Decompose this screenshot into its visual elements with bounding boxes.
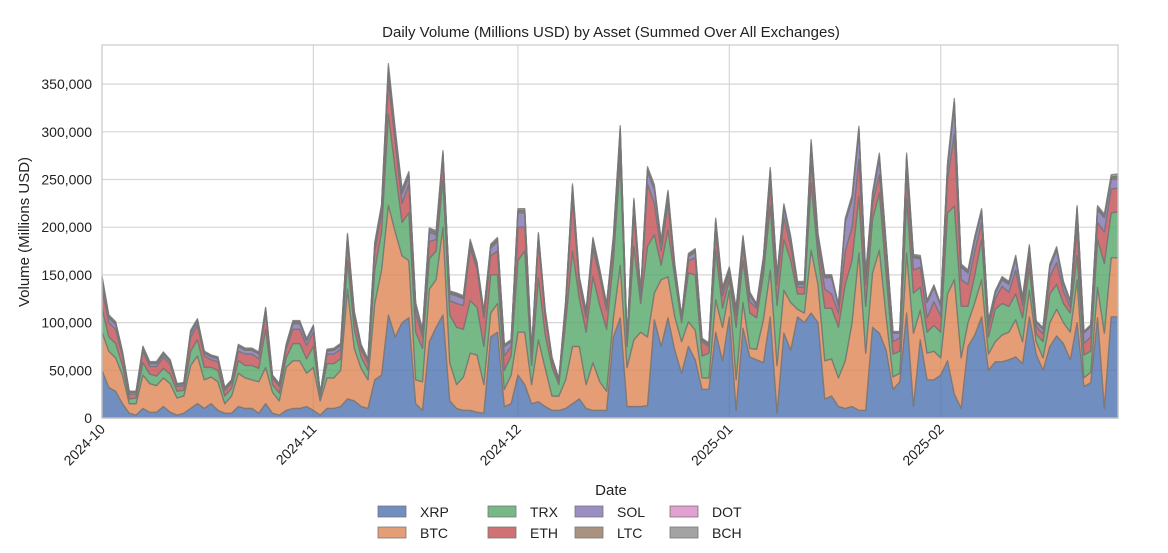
legend-swatch bbox=[574, 505, 604, 518]
y-tick-label: 250,000 bbox=[41, 172, 92, 188]
legend-item-ltc: LTC bbox=[574, 525, 642, 541]
legend-item-bch: BCH bbox=[669, 525, 742, 541]
y-tick-label: 100,000 bbox=[41, 315, 92, 331]
legend-item-btc: BTC bbox=[377, 525, 448, 541]
legend-item-xrp: XRP bbox=[377, 504, 449, 520]
y-tick-label: 0 bbox=[84, 410, 92, 426]
legend-label: ETH bbox=[530, 525, 558, 541]
plot-frame bbox=[101, 44, 1119, 419]
legend-swatch bbox=[377, 505, 407, 518]
legend-label: DOT bbox=[712, 504, 742, 520]
y-axis-label: Volume (Millions USD) bbox=[16, 157, 33, 307]
x-axis-label: Date bbox=[595, 482, 627, 499]
legend-label: LTC bbox=[617, 525, 642, 541]
legend-swatch bbox=[669, 505, 699, 518]
legend-label: XRP bbox=[420, 504, 449, 520]
legend-label: BTC bbox=[420, 525, 448, 541]
legend-swatch bbox=[487, 505, 517, 518]
y-tick-labels: 0 50,000 100,000 150,000 200,000 250,000 300,0… bbox=[41, 76, 92, 426]
legend-item-trx: TRX bbox=[487, 504, 559, 520]
legend-swatch bbox=[669, 526, 699, 539]
legend: XRP BTC TRX ETH SOL LTC DOT BCH bbox=[377, 504, 742, 541]
legend-item-dot: DOT bbox=[669, 504, 742, 520]
legend-label: SOL bbox=[617, 504, 645, 520]
legend-swatch bbox=[574, 526, 604, 539]
y-tick-label: 300,000 bbox=[41, 124, 92, 140]
legend-item-eth: ETH bbox=[487, 525, 558, 541]
y-tick-label: 200,000 bbox=[41, 219, 92, 235]
legend-item-sol: SOL bbox=[574, 504, 645, 520]
y-tick-label: 150,000 bbox=[41, 267, 92, 283]
legend-swatch bbox=[487, 526, 517, 539]
chart-title: Daily Volume (Millions USD) by Asset (Su… bbox=[382, 24, 840, 41]
legend-label: BCH bbox=[712, 525, 742, 541]
legend-swatch bbox=[377, 526, 407, 539]
legend-label: TRX bbox=[530, 504, 559, 520]
y-tick-label: 50,000 bbox=[49, 362, 92, 378]
y-tick-label: 350,000 bbox=[41, 76, 92, 92]
